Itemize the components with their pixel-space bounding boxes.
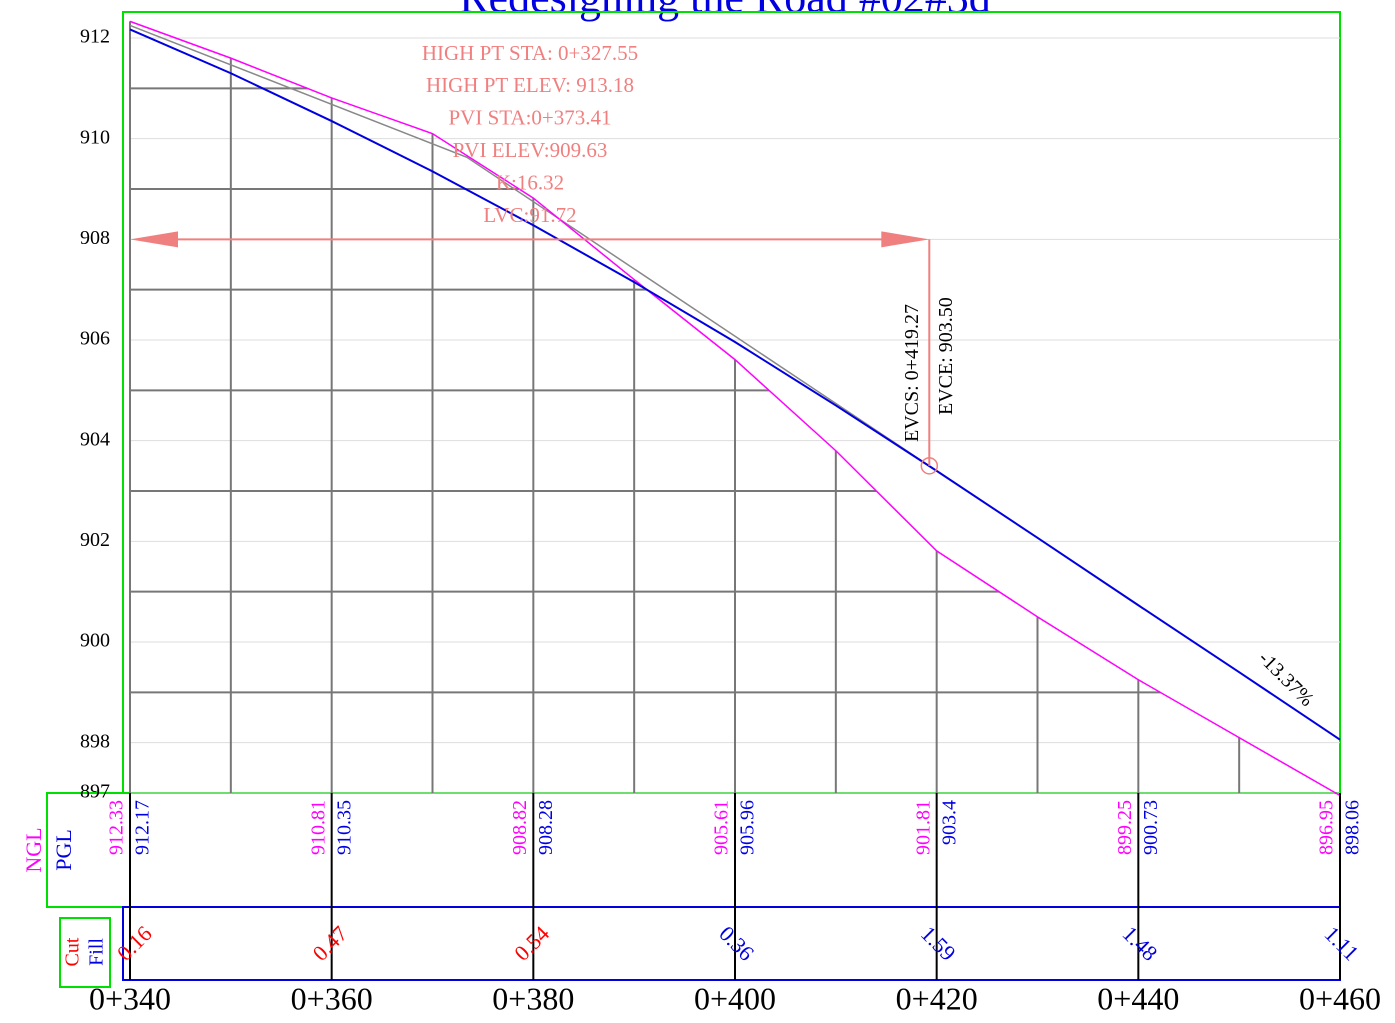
x-tick-label: 0+440 [1097,980,1179,1016]
annotation: LVC:91.72 [483,203,576,227]
annotation: HIGH PT STA: 0+327.55 [422,41,638,65]
cut-fill-value: 0.16 [112,921,157,966]
evc-elevation: EVCE: 903.50 [935,297,957,415]
y-tick-label: 902 [80,529,110,551]
cut-fill-legend [59,917,111,988]
annotation: PVI STA:0+373.41 [448,106,611,130]
cut-fill-value: 0.47 [307,921,352,966]
arrow-head [130,231,178,248]
y-tick-label: 897 [80,781,110,803]
pgl-value: 912.17 [132,800,154,855]
pgl-value: 903.4 [938,800,960,845]
cut-fill-value: 1.59 [916,921,961,966]
y-tick-label: 908 [80,227,110,249]
x-tick-label: 0+420 [896,980,978,1016]
cut-fill-value: 1.11 [1320,921,1364,965]
grade-label: -13.37% [1254,647,1318,711]
x-tick-label: 0+360 [291,980,373,1016]
tangent-line [129,24,930,467]
y-tick-label: 898 [80,730,110,752]
y-tick-label: 904 [80,428,110,450]
ngl-value: 908.82 [509,800,531,855]
cut-fill-value: 1.48 [1118,921,1163,966]
y-tick-label: 912 [80,26,110,48]
pgl-label: PGL [51,829,76,871]
ngl-value: 910.81 [307,800,329,855]
annotation: K:16.32 [496,170,564,194]
pgl-value: 900.73 [1140,800,1162,855]
annotation: HIGH PT ELEV: 913.18 [426,73,634,97]
y-tick-label: 910 [80,126,110,148]
cut-fill-value: 0.54 [509,921,554,966]
evc-point [920,457,939,475]
ngl-value: 901.81 [912,800,934,855]
series-line [129,20,1341,797]
pgl-value: 910.35 [333,800,355,855]
y-tick-label: 900 [80,630,110,652]
annotation: PVI ELEV:909.63 [453,138,608,162]
x-tick-label: 0+340 [89,980,171,1016]
ngl-value: 899.25 [1114,800,1136,855]
pgl-value: 905.96 [737,800,759,855]
ngl-label: NGL [21,827,46,872]
evc-station: EVCS: 0+419.27 [901,304,923,442]
cut-label: Cut [62,937,84,966]
cut-fill-value: 0.36 [714,921,759,966]
x-tick-label: 0+400 [694,980,776,1016]
fill-label: Fill [86,938,108,966]
pgl-value: 908.28 [535,800,557,855]
ngl-value: 912.33 [106,800,128,855]
ngl-value: 905.61 [711,800,733,855]
arrow-head [881,231,930,248]
ngl-value: 896.95 [1316,800,1338,855]
x-tick-label: 0+380 [492,980,574,1016]
x-tick-label: 0+460 [1299,980,1381,1016]
pgl-value: 898.06 [1342,800,1364,855]
y-tick-label: 906 [80,328,110,350]
series-line [129,28,1341,741]
plot-frame [122,11,1341,794]
